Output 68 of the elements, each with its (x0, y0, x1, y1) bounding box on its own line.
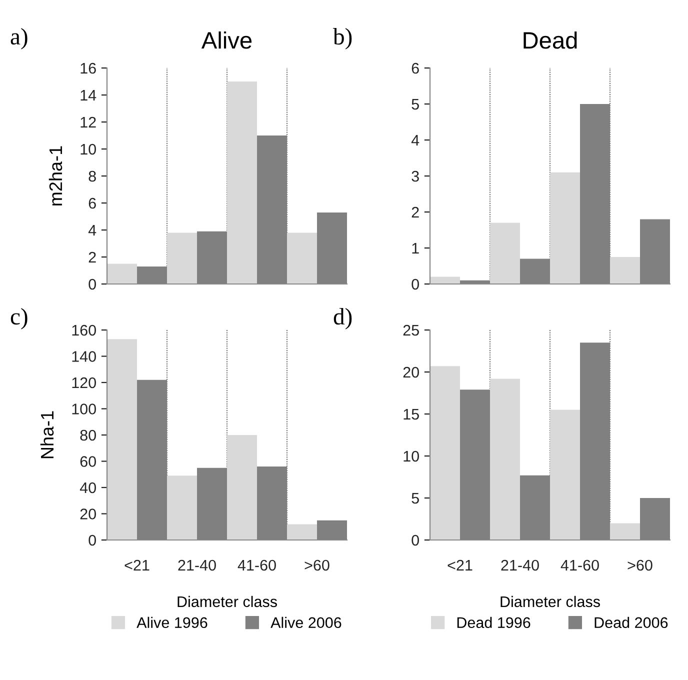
y-tick-label: 2 (412, 206, 419, 218)
y-tick-label: 6 (88, 198, 96, 209)
text: c) (10, 308, 28, 330)
legend-label: Dead 2006 (594, 616, 668, 628)
y-tick-label: 60 (80, 456, 96, 467)
legend-label: Alive 1996 (136, 616, 208, 628)
bar (107, 264, 137, 284)
bar (227, 435, 257, 540)
y-tick-label: 0 (412, 278, 419, 290)
chart-title: Dead (524, 31, 577, 49)
legend-label: Alive 2006 (270, 616, 342, 628)
y-tick-label: 10 (80, 144, 96, 155)
y-tick-label: 8 (88, 170, 96, 182)
y-tick-label: 5 (412, 493, 419, 504)
x-tick-label: >60 (304, 560, 330, 571)
bar (287, 232, 317, 284)
bar (430, 366, 460, 540)
y-tick-label: 80 (80, 430, 96, 441)
x-axis-title: Diameter class (500, 596, 600, 608)
text: a) (10, 28, 28, 50)
y-tick-label: 1 (412, 243, 419, 254)
y-tick-label: 6 (412, 62, 419, 74)
legend-label: Dead 1996 (457, 616, 530, 628)
bar (107, 339, 137, 540)
x-axis-title: Diameter class (178, 596, 277, 608)
y-tick-label: 100 (72, 404, 96, 414)
y-axis-title: m2ha-1 (48, 146, 62, 206)
bar (490, 378, 520, 540)
y-tick-label: 25 (403, 324, 419, 336)
x-tick-label: <21 (448, 560, 472, 571)
text: d) (334, 308, 352, 330)
x-tick-label: 21-40 (501, 560, 539, 571)
y-tick-label: 20 (80, 508, 96, 520)
y-tick-label: 40 (80, 482, 96, 494)
y-tick-label: 160 (72, 324, 96, 336)
y-tick-label: 140 (72, 351, 96, 362)
chart-title: Alive (201, 31, 252, 49)
bar (490, 222, 520, 284)
y-tick-label: 20 (403, 366, 419, 378)
x-tick-label: <21 (124, 560, 150, 571)
y-tick-label: 0 (88, 534, 96, 546)
y-tick-label: 3 (412, 170, 419, 182)
y-tick-label: 5 (412, 99, 419, 110)
y-tick-label: 120 (72, 377, 96, 388)
x-tick-label: 41-60 (238, 560, 276, 571)
y-tick-label: 0 (88, 278, 96, 290)
bar (550, 410, 580, 540)
bar (167, 232, 197, 284)
y-tick-label: 12 (80, 116, 96, 128)
bar (287, 524, 317, 540)
y-tick-label: 15 (404, 409, 419, 420)
bar (610, 257, 640, 284)
y-tick-label: 2 (88, 252, 96, 263)
x-tick-label: >60 (628, 560, 652, 571)
bar (227, 82, 257, 284)
bar (550, 172, 580, 284)
bar (610, 523, 640, 540)
bar (167, 476, 197, 540)
y-tick-label: 10 (404, 450, 419, 462)
y-tick-label: 16 (80, 62, 96, 74)
x-tick-label: 41-60 (560, 560, 599, 571)
y-tick-label: 0 (412, 534, 419, 546)
x-tick-label: 21-40 (178, 560, 216, 571)
y-tick-label: 14 (80, 90, 96, 101)
y-axis-title: Nha-1 (40, 411, 54, 458)
text: b) (333, 28, 352, 50)
y-tick-label: 4 (411, 135, 420, 146)
y-tick-label: 4 (88, 225, 96, 236)
